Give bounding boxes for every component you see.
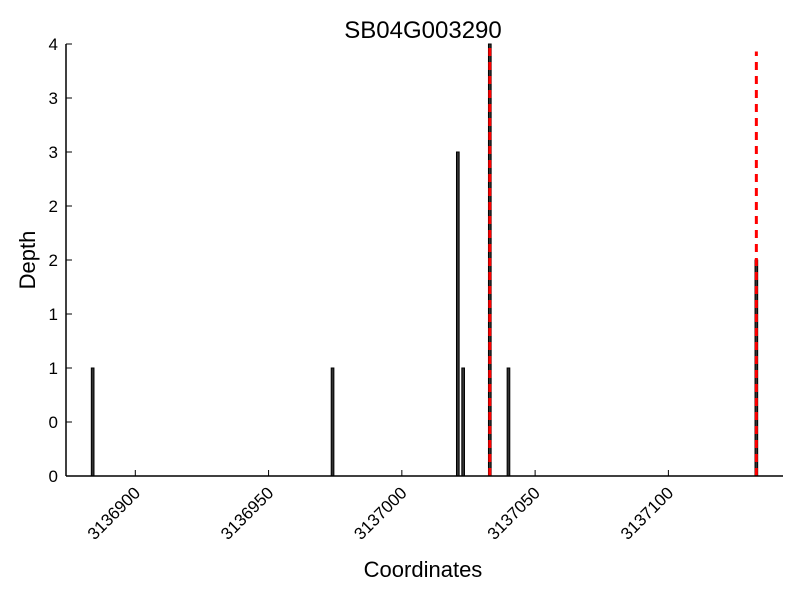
- x-tick-label: 3137050: [484, 483, 544, 543]
- x-axis-label: Coordinates: [364, 557, 483, 582]
- y-tick-label: 3: [49, 89, 58, 108]
- bar: [330, 367, 335, 477]
- y-tick-label: 0: [49, 413, 58, 432]
- x-tick-label: 3136900: [84, 483, 144, 543]
- x-tick-label: 3136950: [217, 483, 277, 543]
- y-tick-label: 1: [49, 305, 58, 324]
- bar: [461, 367, 465, 477]
- bar: [455, 151, 460, 477]
- y-tick-label: 4: [49, 35, 58, 54]
- chart-title: SB04G003290: [344, 17, 501, 44]
- y-tick-label: 3: [49, 143, 58, 162]
- y-tick-label: 1: [49, 359, 58, 378]
- y-tick-label: 2: [49, 251, 58, 270]
- bar: [506, 367, 511, 477]
- y-tick-label: 0: [49, 467, 58, 486]
- bar: [90, 367, 95, 477]
- x-tick-label: 3137000: [350, 483, 410, 543]
- y-tick-label: 2: [49, 197, 58, 216]
- x-tick-label: 3137100: [617, 483, 677, 543]
- y-axis-label: Depth: [15, 231, 40, 290]
